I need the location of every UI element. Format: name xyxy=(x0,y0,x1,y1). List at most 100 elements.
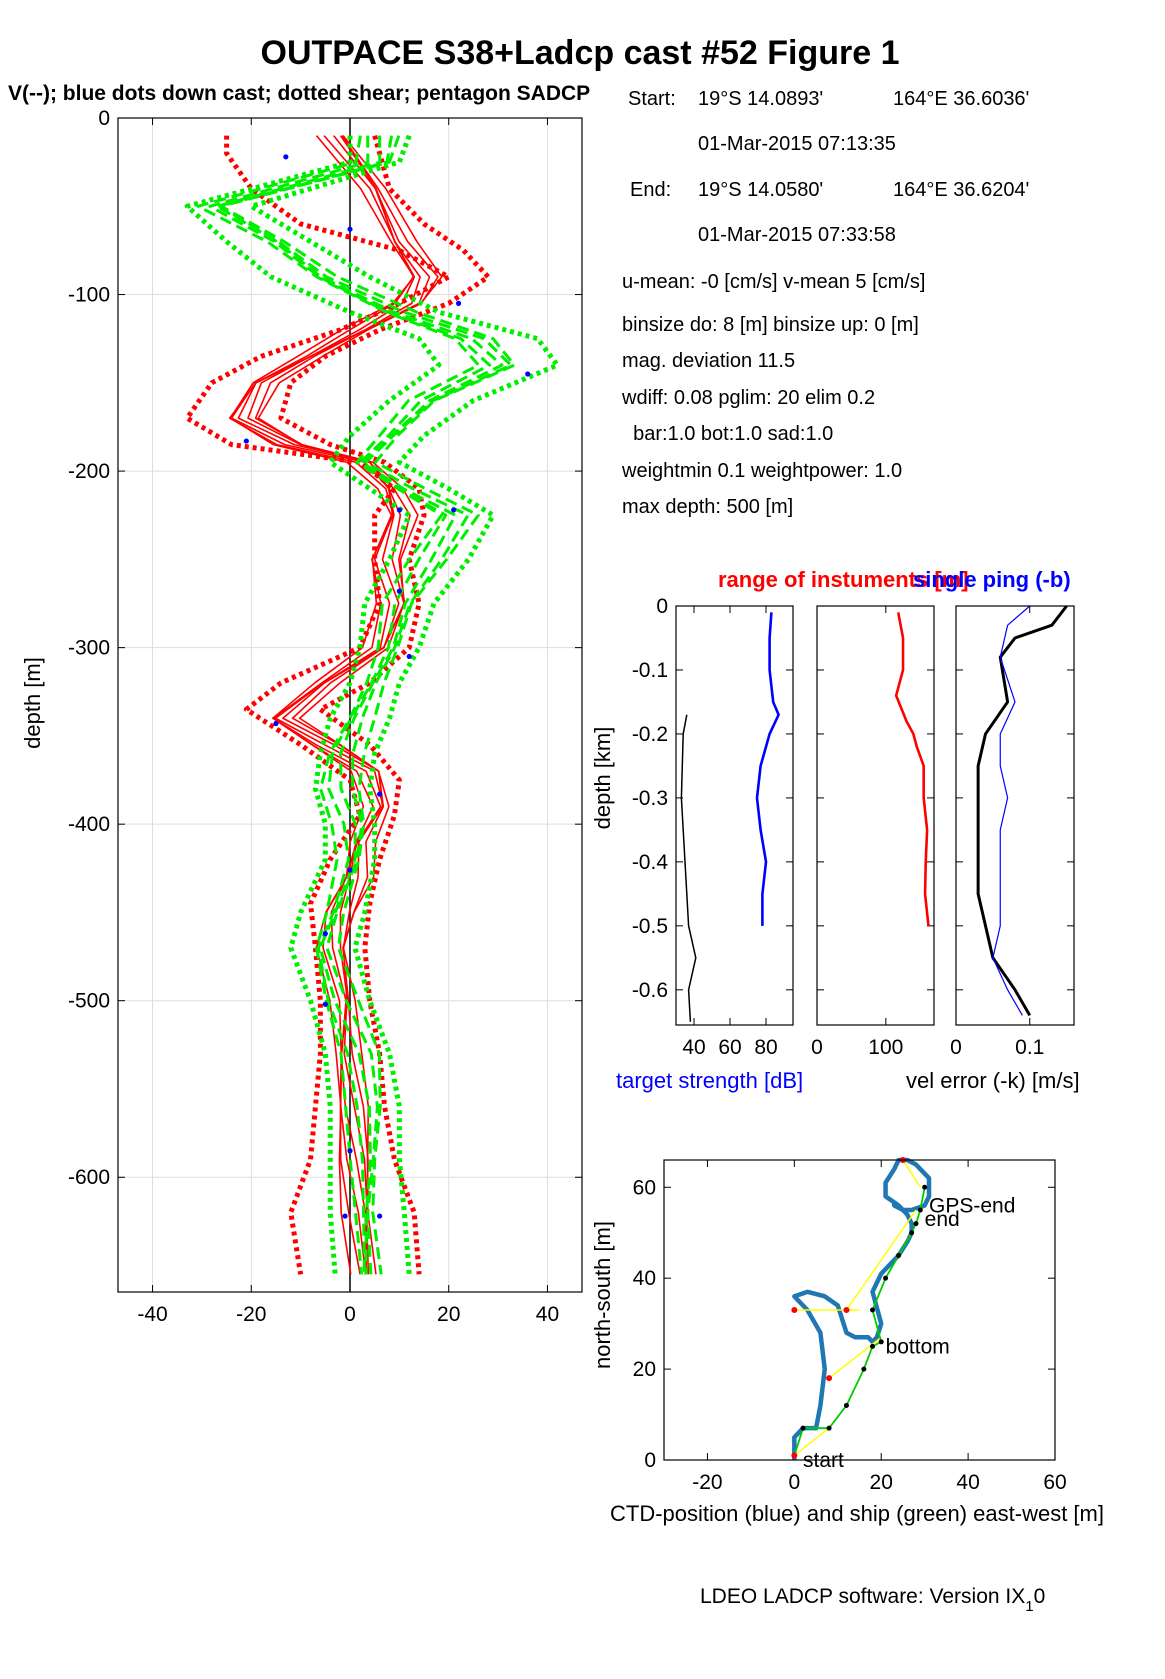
green-dashed-series xyxy=(208,135,492,1275)
plot-background xyxy=(817,606,934,1025)
downcast-dot xyxy=(243,438,249,444)
green-dashed-series xyxy=(219,135,516,1275)
ship-fix xyxy=(922,1184,928,1190)
position-label: bottom xyxy=(886,1335,950,1358)
ctd-fix xyxy=(791,1307,798,1313)
green-dashed-series xyxy=(215,135,504,1275)
downcast-dot xyxy=(347,1148,353,1154)
x-tick-label: 100 xyxy=(868,1036,903,1059)
y-tick-label: 0 xyxy=(656,595,668,618)
software-version: LDEO LADCP software: Version IX10 xyxy=(700,1585,1045,1615)
downcast-dot xyxy=(525,371,531,377)
ctd-ship-connector xyxy=(793,1427,830,1457)
ship-fix xyxy=(870,1307,876,1313)
vel-error-xlabel: vel error (-k) [m/s] xyxy=(906,1068,1080,1093)
y-tick-label: -0.2 xyxy=(632,723,668,746)
x-tick-label: 0.1 xyxy=(1015,1036,1044,1059)
x-tick-label: 0 xyxy=(344,1303,356,1326)
end-label: End: xyxy=(630,179,671,201)
x-tick-label: 0 xyxy=(788,1471,800,1494)
x-tick-label: 60 xyxy=(718,1036,741,1059)
y-tick-label: -100 xyxy=(68,284,110,307)
ship-fix xyxy=(861,1366,867,1372)
blue-series-line xyxy=(755,612,780,926)
ship-fix xyxy=(909,1230,915,1236)
plot-frame xyxy=(955,605,1075,1026)
ship-fix xyxy=(870,1343,876,1349)
ctd-ship-connector xyxy=(902,1159,921,1188)
wdiff-info: wdiff: 0.08 pglim: 20 elim 0.2 xyxy=(621,387,875,409)
ctd-track xyxy=(792,1157,932,1460)
start-time: 01-Mar-2015 07:13:35 xyxy=(698,133,896,155)
ctd-fix xyxy=(826,1375,833,1382)
downcast-dot xyxy=(347,226,353,232)
red-series-line xyxy=(894,612,930,926)
target-strength-plot: 40 60 80 0 -0.1 -0.2 -0.3 -0.4 -0.5 -0.6 xyxy=(632,595,794,1059)
max-depth-info: max depth: 500 [m] xyxy=(622,496,793,518)
binsize-info: binsize do: 8 [m] binsize up: 0 [m] xyxy=(622,314,919,336)
version-subscript: 1 xyxy=(1025,1598,1033,1615)
north-south-label: north-south [m] xyxy=(590,1221,615,1369)
x-tick-label: 40 xyxy=(536,1303,559,1326)
y-tick-label: -0.1 xyxy=(632,659,668,682)
downcast-dot xyxy=(377,1213,383,1219)
version-main: LDEO LADCP software: Version IX xyxy=(700,1585,1025,1608)
mean-velocities: u-mean: -0 [cm/s] v-mean 5 [cm/s] xyxy=(622,271,925,293)
plot-frame xyxy=(663,1159,1056,1461)
ship-fix xyxy=(878,1339,884,1345)
downcast-dot xyxy=(283,154,289,160)
downcast-dot xyxy=(451,507,457,513)
ship-fix xyxy=(896,1252,902,1258)
downcast-dot xyxy=(406,653,412,660)
downcast-dot xyxy=(396,588,402,594)
x-tick-label: 60 xyxy=(1043,1471,1066,1494)
plot-frame xyxy=(816,605,935,1026)
velocity-profile-plot: -40 -20 0 20 400-100-200-300-400-500-600 xyxy=(68,107,583,1326)
y-tick-label: 40 xyxy=(633,1267,656,1290)
x-tick-label: 0 xyxy=(950,1036,962,1059)
blue-series-line xyxy=(992,605,1031,1016)
ship-fix xyxy=(913,1221,919,1227)
plot-frame xyxy=(117,117,583,1293)
green-dashed-series xyxy=(218,135,513,1275)
y-tick-label: -0.5 xyxy=(632,915,668,938)
end-latitude: 19°S 14.0580' xyxy=(698,179,823,201)
ship-fix xyxy=(883,1275,889,1281)
ship-fix xyxy=(843,1402,849,1408)
figure-title: OUTPACE S38+Ladcp cast #52 Figure 1 xyxy=(261,34,900,72)
y-tick-label: 60 xyxy=(633,1176,656,1199)
plot-frame xyxy=(675,605,794,1026)
downcast-dot xyxy=(396,507,402,513)
y-tick-label: -500 xyxy=(68,990,110,1013)
weight-info: weightmin 0.1 weightpower: 1.0 xyxy=(621,460,902,482)
x-tick-label: 40 xyxy=(682,1036,705,1059)
end-time: 01-Mar-2015 07:33:58 xyxy=(698,224,896,246)
position-label: end xyxy=(925,1208,960,1231)
green-shear-series xyxy=(248,134,560,1275)
plot-background xyxy=(956,606,1074,1025)
y-tick-label: -300 xyxy=(68,637,110,660)
single-ping-title: single ping (-b) xyxy=(913,567,1071,592)
x-tick-label: 20 xyxy=(870,1471,893,1494)
y-tick-label: -0.4 xyxy=(632,851,669,874)
downcast-dot xyxy=(342,1213,348,1219)
downcast-dot xyxy=(377,791,383,797)
downcast-dot xyxy=(273,720,279,727)
x-tick-label: -20 xyxy=(692,1471,722,1494)
black-series-line xyxy=(680,714,697,1022)
downcast-dot xyxy=(347,867,353,873)
y-tick-label: -400 xyxy=(68,813,110,836)
y-tick-label: -0.6 xyxy=(632,979,668,1002)
x-tick-label: -20 xyxy=(236,1303,266,1326)
start-latitude: 19°S 14.0893' xyxy=(698,88,823,110)
velocity-error-plot: 0 0.1 xyxy=(950,605,1075,1059)
plot-background xyxy=(676,606,793,1025)
x-tick-label: 40 xyxy=(956,1471,979,1494)
start-label: Start: xyxy=(628,88,676,110)
y-tick-label: -200 xyxy=(68,460,110,483)
cast-info-panel: Start: 19°S 14.0893' 164°E 36.6036' 01-M… xyxy=(621,88,1029,518)
x-tick-label: -40 xyxy=(137,1303,167,1326)
y-tick-label: -0.3 xyxy=(632,787,668,810)
black-series-line xyxy=(976,605,1068,1017)
y-tick-label: 0 xyxy=(98,107,110,130)
